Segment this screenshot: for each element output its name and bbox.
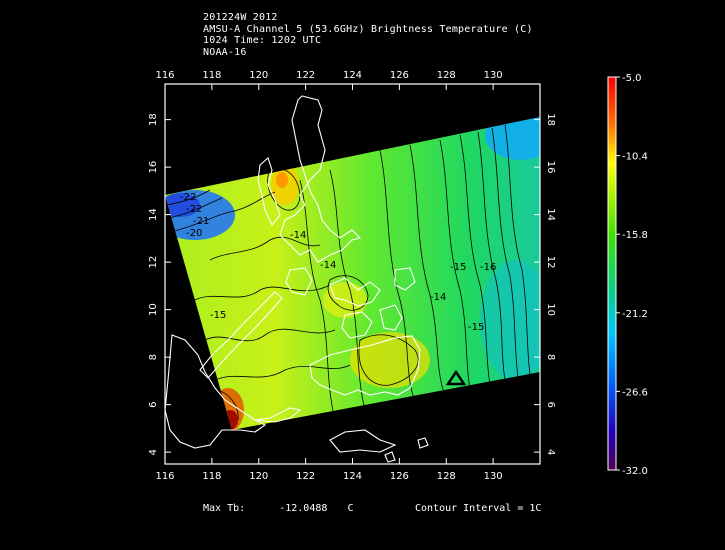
contour-interval: Contour Interval = 1C (415, 503, 542, 514)
lat-tick-label-right: 8 (545, 354, 556, 360)
lon-tick-label-top: 120 (249, 70, 268, 81)
contour-label: -20 (186, 228, 202, 239)
lon-tick-label-top: 128 (437, 70, 456, 81)
lat-tick-label-right: 4 (545, 449, 556, 455)
lon-tick-label-bottom: 116 (155, 471, 174, 482)
max-tb-value: -12.0488 (279, 503, 328, 514)
brightness-swath (165, 117, 540, 430)
lat-tick-label-right: 14 (545, 208, 556, 221)
contour-label-group: -22 -22 -21 -20 -14 -14 -15 -15 -16 -15 … (180, 192, 496, 333)
lon-tick-label-bottom: 122 (296, 471, 315, 482)
figure-header: 201224W 2012 AMSU-A Channel 5 (53.6GHz) … (203, 12, 533, 58)
lat-ticks: 4 4 6 6 8 8 10 10 12 12 14 14 16 16 18 18 (148, 113, 556, 455)
contour-label: -15 (450, 262, 466, 273)
colorbar-label: -21.2 (622, 309, 648, 320)
colorbar-label: -5.0 (622, 73, 642, 84)
storm-id: 201224W 2012 (203, 12, 278, 23)
colorbar-labels: -5.0 -10.4 -15.8 -21.2 -26.6 -32.0 (616, 73, 648, 477)
contour-lines (165, 124, 531, 421)
lon-tick-label-bottom: 130 (484, 471, 503, 482)
max-tb-label: Max Tb: (203, 503, 246, 514)
contour-label: -21 (193, 216, 209, 227)
time-line: 1024 Time: 1202 UTC (203, 35, 322, 46)
contour-label: -16 (480, 262, 496, 273)
lat-tick-label-right: 12 (545, 256, 556, 269)
colorbar-label: -26.6 (622, 387, 648, 398)
lon-tick-label-top: 122 (296, 70, 315, 81)
max-tb-unit: C (347, 503, 354, 514)
contour-label: -14 (430, 292, 446, 303)
lat-tick-label-left: 10 (148, 303, 159, 316)
contour-label: -14 (320, 260, 336, 271)
lat-tick-label-right: 10 (545, 303, 556, 316)
lon-tick-label-top: 126 (390, 70, 409, 81)
lat-tick-label-right: 6 (545, 401, 556, 407)
lon-ticks: 116 116 118 118 120 120 122 122 124 124 126 126 128 1… (155, 70, 502, 482)
lat-tick-label-left: 14 (148, 208, 159, 221)
lat-tick-label-left: 18 (148, 113, 159, 126)
lon-tick-label-bottom: 126 (390, 471, 409, 482)
lon-tick-label-bottom: 124 (343, 471, 362, 482)
colorbar-label: -10.4 (622, 152, 648, 163)
lat-tick-label-right: 18 (545, 113, 556, 126)
lon-tick-label-top: 118 (202, 70, 221, 81)
contour-label: -14 (290, 230, 306, 241)
lon-tick-label-bottom: 120 (249, 471, 268, 482)
contour-label: -15 (210, 310, 226, 321)
lon-tick-label-top: 130 (484, 70, 503, 81)
lat-tick-label-left: 6 (148, 401, 159, 407)
contour-label: -15 (468, 322, 484, 333)
lat-tick-label-left: 16 (148, 161, 159, 174)
colorbar-label: -15.8 (622, 230, 648, 241)
colorbar-label: -32.0 (622, 466, 648, 477)
lat-tick-label-right: 16 (545, 161, 556, 174)
triangle-marker (445, 369, 467, 386)
lat-tick-label-left: 12 (148, 256, 159, 269)
satellite-name: NOAA-16 (203, 46, 247, 58)
lon-tick-label-top: 124 (343, 70, 362, 81)
lon-tick-label-bottom: 118 (202, 471, 221, 482)
coastlines (164, 95, 429, 463)
contour-label: -22 (180, 192, 196, 203)
product-title: AMSU-A Channel 5 (53.6GHz) Brightness Te… (203, 23, 533, 35)
lon-tick-label-top: 116 (155, 70, 174, 81)
max-tb: Max Tb: -12.0488 C (203, 503, 353, 514)
lat-tick-label-left: 8 (148, 354, 159, 360)
lat-tick-label-left: 4 (148, 449, 159, 455)
lon-tick-label-bottom: 128 (437, 471, 456, 482)
colorbar (607, 76, 617, 471)
contour-label: -22 (186, 204, 202, 215)
